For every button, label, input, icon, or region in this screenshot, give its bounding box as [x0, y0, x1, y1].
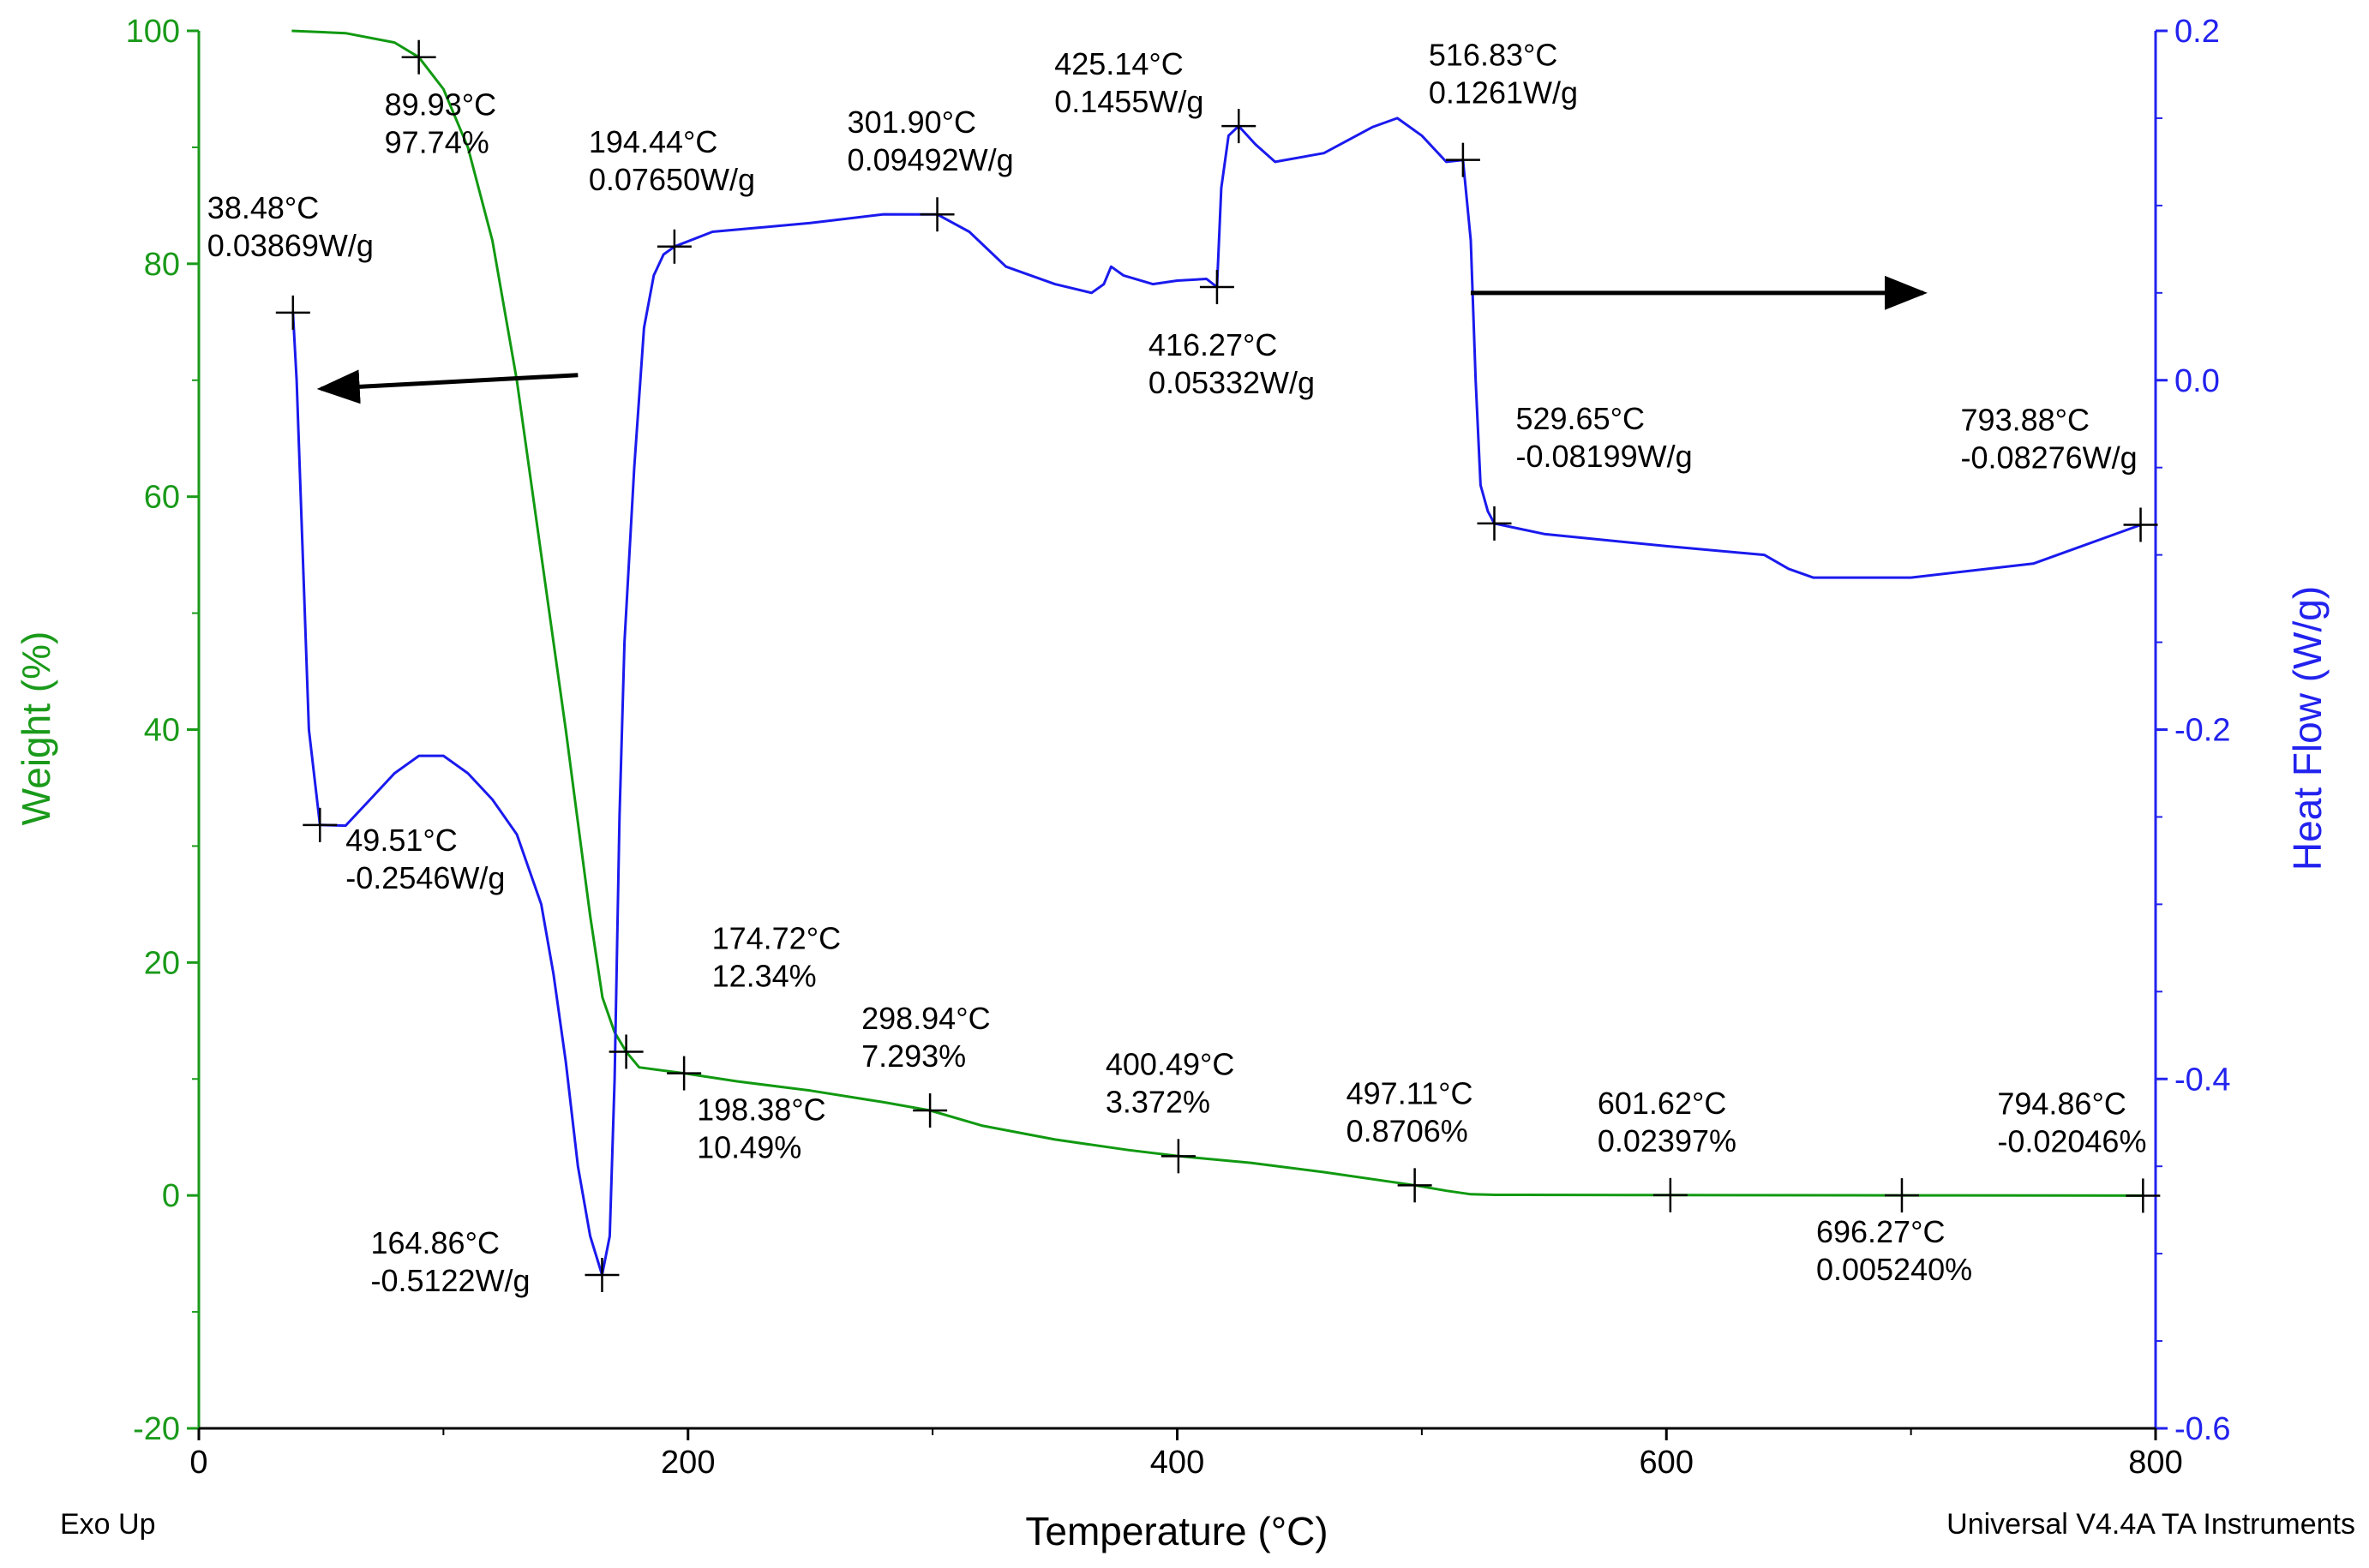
marker-value-label-8: -0.02046% [1997, 1123, 2146, 1158]
marker-value-label-0: 97.74% [385, 125, 489, 160]
marker-value-label-15: 0.1455W/g [1054, 84, 1203, 119]
data-marker-0: 89.93°C97.74% [385, 39, 496, 160]
marker-value-label-6: 0.02397% [1598, 1123, 1736, 1158]
marker-temp-label-18: 793.88°C [1961, 402, 2090, 437]
marker-temp-label-12: 194.44°C [589, 124, 718, 159]
marker-temp-label-9: 38.48°C [207, 190, 319, 225]
marker-value-label-1: 12.34% [712, 958, 817, 993]
marker-value-label-12: 0.07650W/g [589, 162, 755, 197]
marker-temp-label-3: 298.94°C [861, 1001, 991, 1036]
y-left-tick-label-0: -20 [133, 1411, 180, 1447]
marker-value-label-18: -0.08276W/g [1961, 440, 2138, 475]
marker-temp-label-6: 601.62°C [1598, 1086, 1727, 1121]
marker-value-label-11: -0.5122W/g [370, 1263, 530, 1298]
axis-arrow-left-axis [316, 369, 579, 404]
x-tick-label-3: 600 [1640, 1445, 1694, 1481]
marker-temp-label-17: 529.65°C [1515, 401, 1645, 436]
y-right-tick-label-4: 0.2 [2174, 14, 2220, 50]
marker-temp-label-13: 301.90°C [848, 105, 977, 140]
marker-temp-label-14: 416.27°C [1149, 327, 1278, 362]
data-marker-1: 174.72°C12.34% [609, 920, 842, 1069]
marker-value-label-13: 0.09492W/g [848, 142, 1014, 177]
data-marker-3: 298.94°C7.293% [861, 1001, 991, 1128]
data-marker-6: 601.62°C0.02397% [1598, 1086, 1736, 1212]
marker-temp-label-0: 89.93°C [385, 87, 496, 123]
y-left-tick-label-3: 40 [144, 713, 180, 749]
marker-temp-label-7: 696.27°C [1816, 1214, 1946, 1249]
series-line-weight [291, 29, 2144, 1197]
marker-temp-label-2: 198.38°C [697, 1092, 826, 1128]
data-marker-18: 793.88°C-0.08276W/g [1961, 402, 2158, 542]
y-left-tick-label-5: 80 [144, 247, 180, 283]
marker-value-label-5: 0.8706% [1346, 1113, 1468, 1148]
marker-value-label-7: 0.005240% [1816, 1252, 1972, 1287]
marker-temp-label-10: 49.51°C [345, 823, 457, 858]
data-marker-10: 49.51°C-0.2546W/g [303, 807, 505, 895]
y-right-tick-label-3: 0.0 [2174, 363, 2220, 399]
marker-temp-label-11: 164.86°C [370, 1225, 500, 1260]
data-marker-16: 516.83°C0.1261W/g [1429, 38, 1578, 177]
data-marker-13: 301.90°C0.09492W/g [848, 105, 1014, 232]
data-marker-14: 416.27°C0.05332W/g [1149, 270, 1315, 400]
x-tick-label-0: 0 [189, 1445, 207, 1481]
data-marker-8: 794.86°C-0.02046% [1997, 1086, 2161, 1213]
marker-temp-label-5: 497.11°C [1346, 1075, 1473, 1110]
data-marker-2: 198.38°C10.49% [667, 1056, 826, 1165]
marker-temp-label-1: 174.72°C [712, 920, 842, 955]
y-right-tick-label-2: -0.2 [2174, 713, 2230, 749]
marker-value-label-2: 10.49% [697, 1130, 801, 1165]
marker-temp-label-4: 400.49°C [1106, 1046, 1235, 1081]
y-left-tick-label-1: 0 [162, 1178, 180, 1214]
data-marker-17: 529.65°C-0.08199W/g [1477, 401, 1693, 541]
x-tick-label-2: 400 [1150, 1445, 1204, 1481]
marker-temp-label-16: 516.83°C [1429, 38, 1558, 73]
x-tick-label-4: 800 [2128, 1445, 2182, 1481]
marker-value-label-10: -0.2546W/g [345, 860, 505, 895]
marker-temp-label-15: 425.14°C [1054, 46, 1184, 81]
series-layer [291, 29, 2144, 1277]
marker-value-label-3: 7.293% [861, 1038, 966, 1074]
y-left-tick-label-4: 60 [144, 480, 180, 516]
data-marker-4: 400.49°C3.372% [1106, 1046, 1235, 1174]
instrument-label: Universal V4.4A TA Instruments [1946, 1508, 2355, 1541]
marker-value-label-4: 3.372% [1106, 1084, 1210, 1119]
data-marker-12: 194.44°C0.07650W/g [589, 124, 755, 264]
marker-layer: 89.93°C97.74%174.72°C12.34%198.38°C10.49… [207, 38, 2161, 1298]
marker-temp-label-8: 794.86°C [1997, 1086, 2126, 1121]
marker-value-label-9: 0.03869W/g [207, 228, 374, 263]
series-line-heat-flow [291, 117, 2142, 1277]
exo-up-label: Exo Up [60, 1508, 156, 1541]
data-marker-11: 164.86°C-0.5122W/g [370, 1225, 620, 1298]
marker-value-label-14: 0.05332W/g [1149, 365, 1315, 400]
data-marker-7: 696.27°C0.005240% [1816, 1178, 1972, 1287]
data-marker-15: 425.14°C0.1455W/g [1054, 46, 1256, 144]
x-axis-label: Temperature (°C) [1025, 1509, 1328, 1553]
marker-value-label-17: -0.08199W/g [1515, 439, 1692, 474]
marker-value-label-16: 0.1261W/g [1429, 75, 1578, 111]
y-left-tick-label-2: 20 [144, 945, 180, 981]
y-right-tick-label-1: -0.4 [2174, 1062, 2230, 1098]
y-axis-left-label: Weight (%) [14, 631, 58, 826]
y-axis-right-label: Heat Flow (W/g) [2285, 586, 2330, 871]
y-left-tick-label-6: 100 [126, 14, 180, 50]
y-right-tick-label-0: -0.6 [2174, 1411, 2230, 1447]
data-marker-5: 497.11°C0.8706% [1346, 1075, 1473, 1203]
x-tick-label-1: 200 [661, 1445, 715, 1481]
data-marker-9: 38.48°C0.03869W/g [207, 190, 374, 330]
arrow-layer [316, 275, 1928, 404]
